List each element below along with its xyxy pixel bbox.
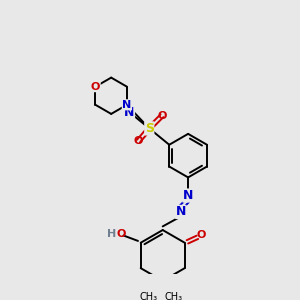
Text: N: N	[176, 206, 186, 218]
Text: O: O	[91, 82, 100, 92]
Text: N: N	[124, 106, 134, 118]
Text: H: H	[107, 229, 116, 239]
Text: CH₃: CH₃	[139, 292, 157, 300]
Text: O: O	[196, 230, 206, 241]
Text: S: S	[145, 122, 154, 135]
Text: N: N	[122, 100, 131, 110]
Text: O: O	[134, 136, 143, 146]
Text: N: N	[183, 189, 193, 202]
Text: CH₃: CH₃	[164, 292, 183, 300]
Text: O: O	[116, 229, 125, 239]
Text: O: O	[157, 111, 167, 121]
